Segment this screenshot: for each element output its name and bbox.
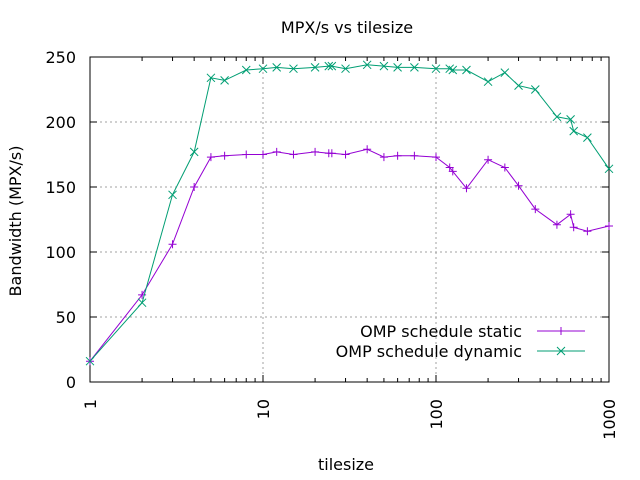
data-point [531,205,540,214]
data-point [500,68,510,77]
data-point [448,65,458,75]
data-point [483,77,493,87]
y-tick-label: 100 [45,243,76,262]
axes [89,56,610,383]
legend-swatch-marker [557,327,565,335]
legend-swatch-marker [556,346,566,356]
data-point [206,73,216,83]
ticks: 0 50 100 150 200 250 1 10 100 1000 [45,48,619,440]
data-point [220,76,229,85]
data-point [432,153,440,162]
data-point [137,298,147,308]
data-point [189,147,199,157]
y-tick-label: 150 [45,178,76,197]
data-point [393,63,402,72]
data-point [530,85,540,94]
data-point [583,133,592,142]
data-point [566,115,575,124]
data-point [566,210,575,219]
data-point [431,64,441,74]
data-point [324,61,334,71]
data-point [583,227,592,236]
plot-frame [89,56,610,383]
x-tick-label: 100 [427,399,446,430]
x-axis-title: tilesize [318,455,374,474]
data-point [514,81,523,90]
data-point [241,65,251,75]
y-tick-label: 250 [45,48,76,67]
data-point [605,222,613,230]
data-point [500,163,509,172]
data-point [604,164,614,174]
x-tick-label: 1 [81,399,100,409]
data-point [289,150,298,159]
x-tick-label: 1000 [600,399,619,440]
data-point [462,184,471,193]
data-point [272,63,282,72]
data-point [569,223,578,232]
data-point [190,183,199,191]
data-point [410,63,419,72]
data-point [258,64,268,74]
data-point [462,65,471,75]
data-point [484,155,493,164]
chart-title: MPX/s vs tilesize [281,18,413,37]
data-point [379,61,389,71]
data-point [362,60,372,70]
y-axis-title: Bandwidth (MPX/s) [6,146,25,297]
data-point [311,147,320,156]
legend-label: OMP schedule static [360,322,522,341]
data-point [168,190,177,200]
y-tick-label: 0 [66,373,76,392]
data-point [206,153,215,162]
data-point [341,64,350,74]
grid [90,57,609,382]
data-point [379,153,388,162]
series-line [89,148,610,362]
data-point [341,150,350,159]
data-point [327,149,336,158]
data-point [327,61,337,71]
data-point [310,63,320,72]
data-point [569,126,579,136]
data-point [393,151,402,160]
data-point [259,150,267,159]
data-point [552,220,561,229]
legend-label: OMP schedule dynamic [336,342,522,361]
data-point [552,112,562,122]
series-dynamic [85,60,614,366]
y-tick-label: 50 [56,308,76,327]
data-point [85,356,95,366]
data-point [445,64,455,74]
x-tick-label: 10 [254,399,273,419]
series-layer [85,60,614,366]
data-point [448,167,457,176]
series-static [86,145,613,366]
data-point [168,240,177,249]
data-point [514,181,523,190]
data-point [220,151,229,160]
data-point [242,150,251,159]
data-point [363,145,372,154]
data-point [272,147,281,156]
data-point [410,151,419,160]
y-tick-label: 200 [45,113,76,132]
data-point [289,64,298,74]
